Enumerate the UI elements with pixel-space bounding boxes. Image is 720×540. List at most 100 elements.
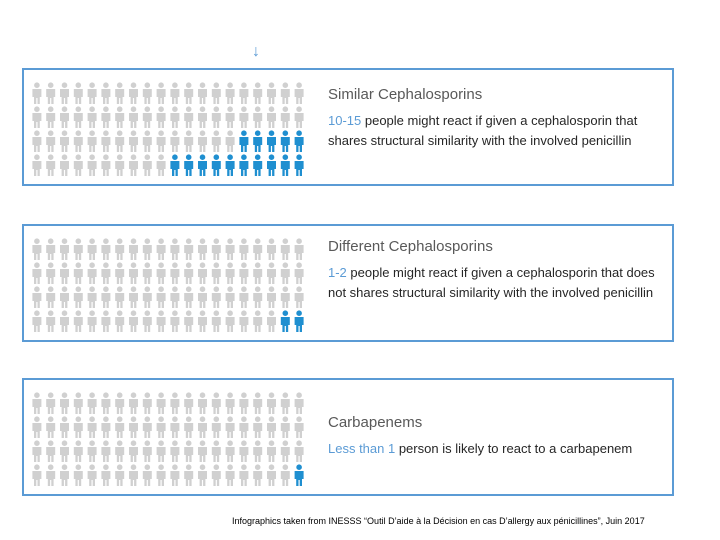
person-icon — [115, 154, 125, 176]
person-icon — [60, 262, 69, 284]
person-icon — [87, 310, 97, 332]
person-icon — [115, 392, 125, 414]
person-icon — [73, 440, 83, 462]
person-icon — [170, 106, 180, 128]
person-icon — [115, 440, 125, 462]
person-icon — [73, 262, 83, 284]
person-icon — [60, 440, 69, 462]
person-icon — [142, 416, 152, 438]
person-icon — [156, 262, 166, 284]
person-icon-highlighted — [267, 130, 276, 152]
person-icon — [184, 130, 194, 152]
person-icon — [280, 416, 290, 438]
person-icon — [60, 238, 69, 260]
person-icon — [115, 464, 125, 486]
person-icon — [253, 82, 263, 104]
person-icon — [46, 238, 56, 260]
person-icon — [87, 82, 97, 104]
person-icon — [197, 82, 207, 104]
person-icon — [225, 262, 235, 284]
person-icon-highlighted — [294, 310, 304, 332]
person-icon — [142, 154, 152, 176]
person-icon — [115, 106, 125, 128]
person-icon — [156, 464, 166, 486]
person-icon — [32, 286, 42, 308]
person-icon — [253, 464, 263, 486]
panel-title: Carbapenems — [328, 414, 423, 431]
person-icon — [60, 286, 69, 308]
person-icon — [46, 106, 56, 128]
person-icon — [60, 82, 69, 104]
person-icon — [211, 416, 221, 438]
person-icon — [87, 262, 97, 284]
person-icon — [129, 464, 138, 486]
person-icon — [211, 392, 221, 414]
person-icon-highlighted — [294, 464, 304, 486]
person-icon — [32, 392, 42, 414]
person-icon — [156, 238, 166, 260]
person-icon — [46, 310, 56, 332]
person-icon — [253, 238, 263, 260]
person-icon — [46, 130, 56, 152]
panel-description: people might react if given a cephalospo… — [328, 265, 655, 300]
down-arrow-icon: ↓ — [252, 43, 260, 60]
person-icon — [101, 154, 111, 176]
person-icon — [46, 286, 56, 308]
person-icon — [32, 416, 42, 438]
person-icon — [225, 440, 235, 462]
person-icon — [225, 106, 235, 128]
person-icon — [142, 464, 152, 486]
person-icon — [184, 464, 194, 486]
person-icon — [32, 262, 42, 284]
person-icon — [60, 130, 69, 152]
person-icon-highlighted — [253, 154, 263, 176]
person-icon — [239, 262, 249, 284]
person-icon — [280, 82, 290, 104]
person-icon — [129, 238, 138, 260]
person-icon — [156, 440, 166, 462]
person-icon — [129, 82, 138, 104]
panel-title: Different Cephalosporins — [328, 238, 493, 255]
person-icon — [280, 392, 290, 414]
person-icon — [115, 310, 125, 332]
person-icon — [239, 106, 249, 128]
person-icon — [101, 464, 111, 486]
person-icon — [129, 416, 138, 438]
person-icon — [170, 130, 180, 152]
person-icon — [294, 262, 304, 284]
person-icon — [267, 238, 276, 260]
person-icon — [73, 416, 83, 438]
person-icon — [225, 416, 235, 438]
person-icon — [46, 464, 56, 486]
person-icon-highlighted — [280, 130, 290, 152]
person-icon — [156, 416, 166, 438]
person-icon — [32, 82, 42, 104]
person-icon — [253, 286, 263, 308]
person-icon — [101, 310, 111, 332]
person-icon — [32, 440, 42, 462]
person-icon — [267, 262, 276, 284]
source-caption: Infographics taken from INESSS “Outil D’… — [232, 516, 645, 526]
carbapenems-panel: Carbapenems Less than 1 person is likely… — [22, 378, 674, 496]
person-icon — [87, 464, 97, 486]
person-icon — [73, 392, 83, 414]
person-icon-highlighted — [280, 310, 290, 332]
person-icon — [253, 310, 263, 332]
person-icon — [267, 82, 276, 104]
person-icon — [32, 238, 42, 260]
person-icon — [46, 392, 56, 414]
person-icon — [60, 464, 69, 486]
person-icon — [170, 440, 180, 462]
person-icon — [197, 130, 207, 152]
person-icon — [142, 392, 152, 414]
person-icon — [184, 392, 194, 414]
person-icon — [280, 464, 290, 486]
person-icon — [142, 82, 152, 104]
person-icon — [87, 440, 97, 462]
person-icon — [184, 262, 194, 284]
person-icon — [253, 392, 263, 414]
person-icon — [225, 130, 235, 152]
person-icon — [267, 416, 276, 438]
person-icon-highlighted — [225, 154, 235, 176]
person-icon — [142, 440, 152, 462]
